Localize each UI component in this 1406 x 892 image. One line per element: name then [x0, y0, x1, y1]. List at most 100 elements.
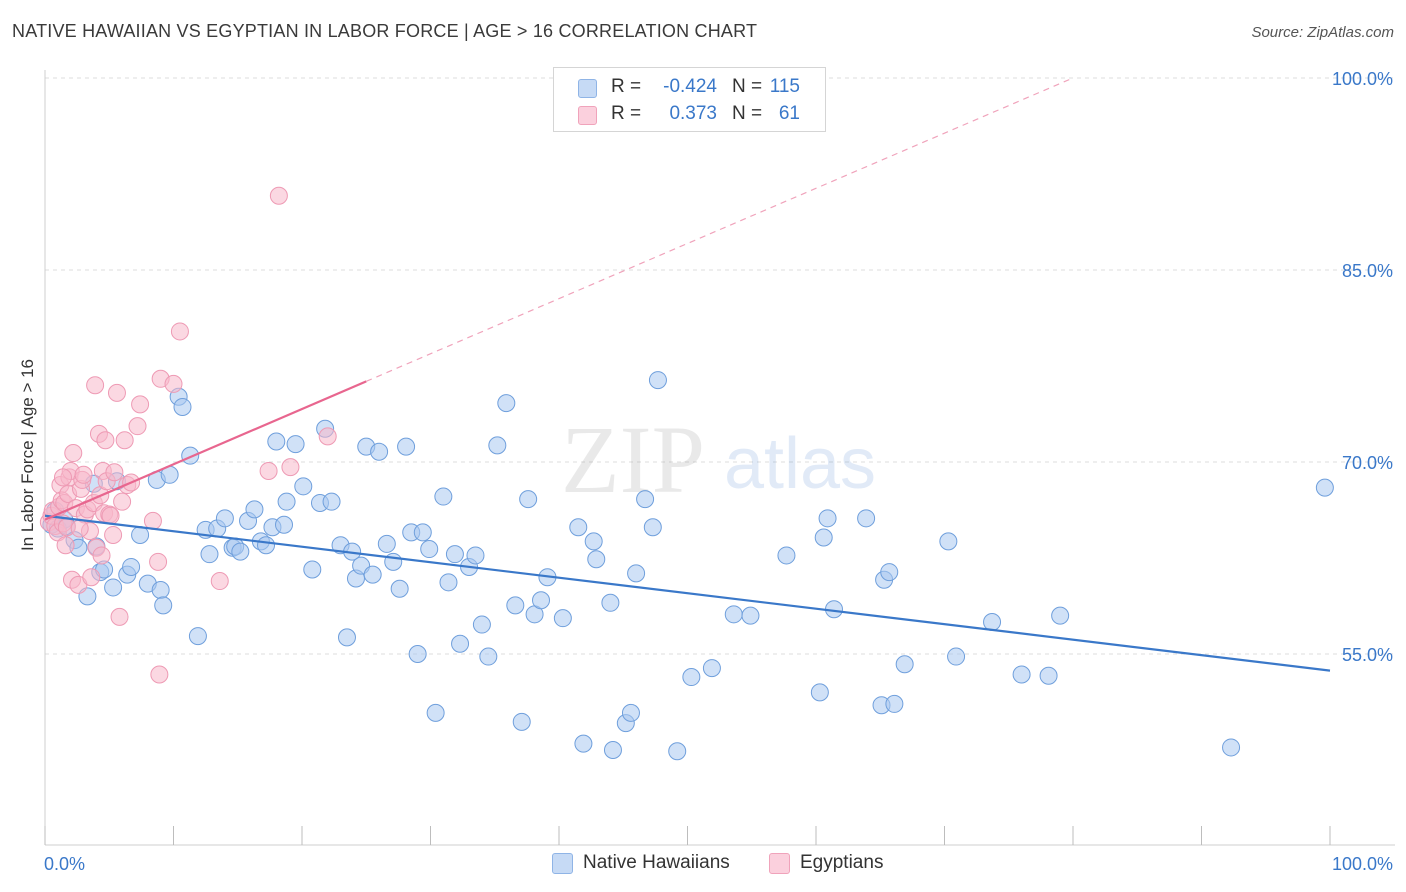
- data-point-egyptian: [70, 519, 89, 538]
- data-point-egyptian: [150, 665, 169, 684]
- legend-row-egyptians: R = 0.373 N = 61: [554, 101, 825, 129]
- data-point-native-hawaiian: [584, 532, 603, 551]
- correlation-legend: R = -0.424 N = 115 R = 0.373 N = 61: [553, 67, 826, 132]
- bottom-legend-swatch-blue: [552, 853, 573, 874]
- data-point-native-hawaiian: [1012, 665, 1031, 684]
- data-point-native-hawaiian: [479, 647, 498, 666]
- trend-line-egyptians: [44, 380, 367, 521]
- data-point-native-hawaiian: [724, 605, 743, 624]
- data-point-native-hawaiian: [390, 579, 409, 598]
- data-point-egyptian: [105, 463, 124, 482]
- data-point-native-hawaiian: [245, 500, 264, 519]
- data-point-egyptian: [107, 383, 126, 402]
- data-point-native-hawaiian: [1315, 478, 1334, 497]
- legend-r-label: R =: [611, 103, 642, 124]
- data-point-egyptian: [64, 444, 83, 463]
- tick-labels: 55.0% 70.0% 85.0% 100.0% 0.0% 100.0%: [44, 69, 1393, 874]
- data-point-egyptian: [269, 186, 288, 205]
- grid-lines: [45, 77, 1395, 655]
- data-point-egyptian: [101, 506, 120, 525]
- data-point-native-hawaiian: [397, 437, 416, 456]
- data-point-native-hawaiian: [451, 634, 470, 653]
- data-point-native-hawaiian: [621, 703, 640, 722]
- y-tick-label: 55.0%: [1342, 645, 1393, 665]
- data-point-native-hawaiian: [267, 432, 286, 451]
- legend-r-value: 0.373: [669, 103, 717, 124]
- data-point-egyptian: [259, 461, 278, 480]
- data-point-native-hawaiian: [151, 581, 170, 599]
- data-point-native-hawaiian: [636, 490, 655, 509]
- data-point-native-hawaiian: [104, 578, 123, 597]
- x-tick-label: 100.0%: [1332, 854, 1393, 874]
- data-point-egyptian: [56, 536, 75, 555]
- data-point-native-hawaiian: [574, 734, 593, 753]
- data-point-native-hawaiian: [885, 694, 904, 713]
- data-point-native-hawaiian: [587, 550, 606, 569]
- data-point-native-hawaiian: [408, 645, 427, 663]
- data-point-native-hawaiian: [370, 442, 389, 461]
- legend-n-value: 61: [778, 103, 800, 124]
- data-point-egyptian: [131, 395, 150, 414]
- data-point-native-hawaiian: [294, 477, 313, 496]
- data-point-egyptian: [74, 465, 93, 484]
- trend-line-egyptians-extended: [366, 77, 1074, 382]
- data-point-native-hawaiian: [466, 546, 485, 565]
- data-point-native-hawaiian: [337, 628, 356, 647]
- data-point-native-hawaiian: [668, 742, 687, 761]
- data-point-native-hawaiian: [506, 596, 525, 615]
- data-point-native-hawaiian: [286, 435, 305, 454]
- data-point-native-hawaiian: [275, 515, 294, 534]
- data-point-native-hawaiian: [857, 509, 876, 528]
- data-point-native-hawaiian: [553, 609, 572, 628]
- data-point-egyptian: [113, 492, 132, 511]
- data-point-native-hawaiian: [814, 528, 833, 547]
- data-point-egyptian: [104, 525, 123, 544]
- x-tick-label: 0.0%: [44, 854, 85, 874]
- data-point-native-hawaiian: [303, 560, 322, 579]
- legend-swatch-pink: [578, 106, 597, 125]
- data-point-native-hawaiian: [603, 741, 622, 759]
- data-point-native-hawaiian: [363, 565, 382, 584]
- data-point-native-hawaiian: [532, 591, 551, 610]
- data-point-native-hawaiian: [569, 518, 588, 537]
- data-point-native-hawaiian: [880, 563, 899, 582]
- data-point-egyptian: [53, 468, 72, 487]
- data-point-native-hawaiian: [257, 536, 276, 555]
- data-point-native-hawaiian: [512, 712, 531, 731]
- data-point-native-hawaiian: [472, 615, 491, 634]
- legend-row-native-hawaiians: R = -0.424 N = 115: [554, 74, 825, 102]
- data-point-native-hawaiian: [818, 509, 837, 528]
- data-point-native-hawaiian: [173, 397, 192, 416]
- data-point-native-hawaiian: [895, 655, 914, 674]
- data-point-native-hawaiian: [122, 557, 141, 576]
- data-point-egyptian: [170, 322, 189, 341]
- legend-n-value: 115: [769, 76, 800, 97]
- data-point-native-hawaiian: [277, 492, 296, 511]
- data-point-native-hawaiian: [215, 509, 234, 528]
- data-point-native-hawaiian: [702, 659, 721, 678]
- data-point-native-hawaiian: [1039, 666, 1058, 685]
- trend-lines: [44, 77, 1331, 672]
- data-point-native-hawaiian: [434, 487, 453, 506]
- legend-r-label: R =: [611, 76, 642, 97]
- data-point-egyptian: [110, 607, 129, 626]
- watermark-zip: ZIP: [561, 406, 705, 513]
- data-point-egyptian: [210, 572, 229, 591]
- data-point-native-hawaiian: [413, 523, 432, 542]
- data-point-native-hawaiian: [426, 703, 445, 722]
- data-point-native-hawaiian: [643, 518, 662, 537]
- legend-n-label: N =: [732, 76, 763, 97]
- source-note: Source: ZipAtlas.com: [1251, 24, 1394, 41]
- data-point-egyptian: [128, 417, 147, 436]
- y-tick-label: 85.0%: [1342, 261, 1393, 281]
- data-point-native-hawaiian: [488, 436, 507, 455]
- data-point-native-hawaiian: [939, 532, 958, 551]
- axes: [44, 70, 1395, 846]
- data-point-egyptian: [149, 552, 168, 571]
- data-point-native-hawaiian: [648, 371, 667, 390]
- trend-line-native-hawaiians: [44, 514, 1331, 672]
- y-tick-label: 100.0%: [1332, 69, 1393, 89]
- data-point-egyptian: [318, 427, 337, 446]
- data-point-native-hawaiian: [231, 542, 250, 561]
- data-point-native-hawaiian: [983, 613, 1002, 631]
